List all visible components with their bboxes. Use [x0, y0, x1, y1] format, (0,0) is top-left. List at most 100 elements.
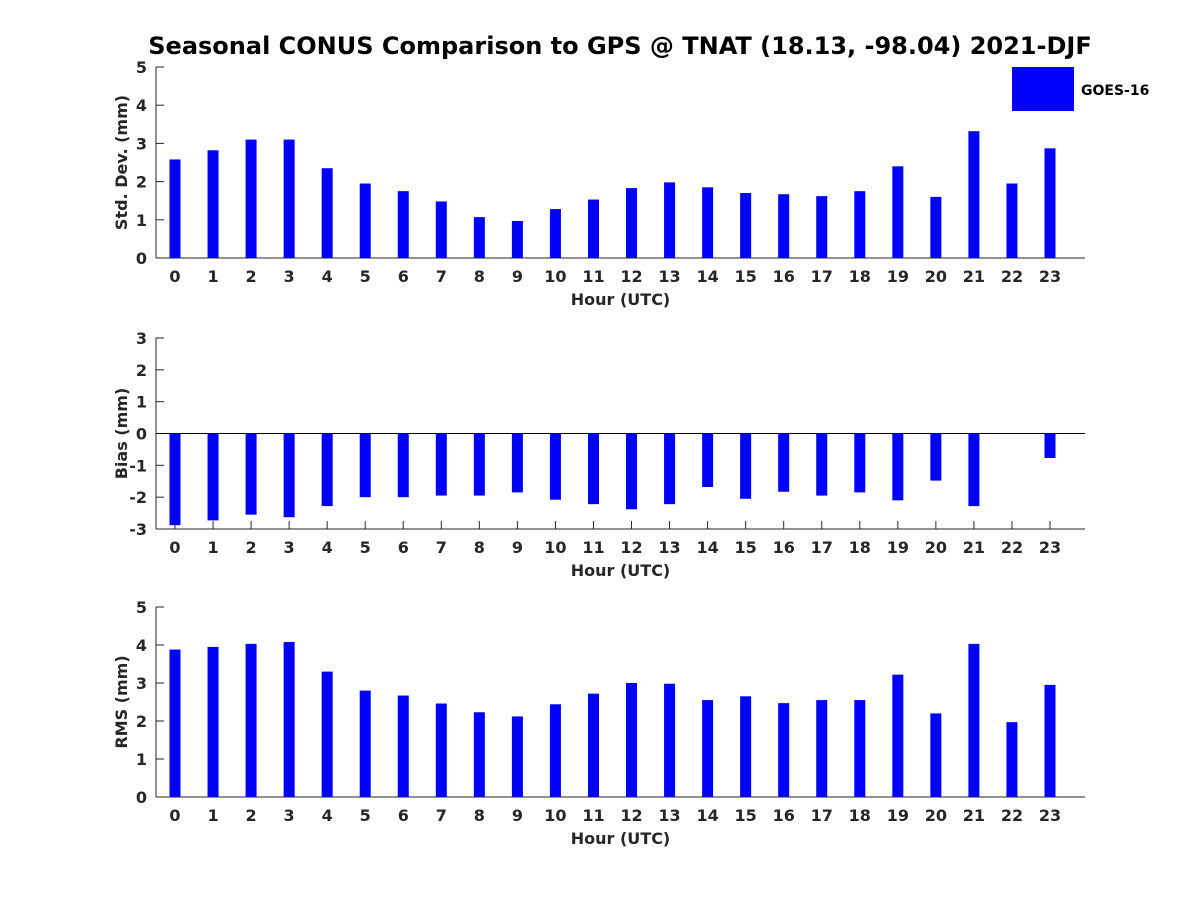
y-tick-label: 5: [136, 598, 147, 617]
x-tick-label: 14: [696, 538, 718, 557]
y-tick-label: 5: [136, 58, 147, 77]
x-axis-label: Hour (UTC): [571, 829, 671, 848]
bar-std-dev-hour-19: [892, 166, 904, 258]
y-tick-label: 4: [136, 96, 147, 115]
x-axis-label: Hour (UTC): [571, 561, 671, 580]
y-tick-label: 2: [136, 173, 147, 192]
bar-bias-hour-3: [283, 433, 295, 518]
bar-std-dev-hour-3: [283, 139, 295, 258]
x-tick-label: 12: [620, 538, 642, 557]
bar-bias-hour-4: [321, 433, 333, 507]
bar-rms-hour-0: [169, 649, 181, 797]
bar-rms-hour-12: [626, 683, 638, 797]
bar-std-dev-hour-14: [702, 187, 714, 258]
bar-bias-hour-7: [435, 433, 447, 496]
x-tick-label: 18: [849, 267, 871, 286]
x-tick-label: 4: [322, 806, 333, 825]
x-tick-label: 17: [811, 267, 833, 286]
bar-rms-hour-22: [1006, 722, 1018, 797]
x-tick-label: 8: [474, 538, 485, 557]
bar-rms-hour-2: [245, 643, 257, 797]
bar-rms-hour-17: [816, 700, 828, 797]
y-axis-label: Bias (mm): [112, 388, 131, 480]
bar-bias-hour-8: [473, 433, 485, 496]
y-tick-label: 4: [136, 636, 147, 655]
bar-bias-hour-6: [397, 433, 409, 498]
x-tick-label: 16: [773, 538, 795, 557]
bar-rms-hour-4: [321, 671, 333, 797]
bar-bias-hour-10: [549, 433, 561, 500]
x-tick-label: 9: [512, 267, 523, 286]
bar-std-dev-hour-13: [664, 182, 676, 258]
y-tick-label: 1: [136, 393, 147, 412]
x-tick-label: 3: [284, 267, 295, 286]
bar-rms-hour-5: [359, 690, 371, 797]
bar-rms-hour-14: [702, 700, 714, 797]
y-tick-label: 0: [136, 249, 147, 268]
x-tick-label: 19: [887, 538, 909, 557]
x-tick-label: 13: [658, 538, 680, 557]
bar-std-dev-hour-18: [854, 191, 866, 258]
bar-std-dev-hour-22: [1006, 183, 1018, 258]
x-tick-label: 20: [925, 806, 947, 825]
x-tick-label: 23: [1039, 538, 1061, 557]
x-tick-label: 14: [696, 267, 718, 286]
bar-std-dev-hour-6: [397, 191, 409, 258]
bar-std-dev-hour-12: [626, 188, 638, 258]
x-tick-label: 6: [398, 267, 409, 286]
legend: GOES-16: [1012, 67, 1149, 111]
y-tick-label: 1: [136, 211, 147, 230]
x-tick-label: 15: [735, 267, 757, 286]
bar-bias-hour-13: [664, 433, 676, 505]
bar-std-dev-hour-17: [816, 196, 828, 258]
bar-rms-hour-10: [549, 704, 561, 797]
bar-std-dev-hour-9: [511, 220, 523, 258]
bar-rms-hour-7: [435, 703, 447, 797]
bar-std-dev-hour-5: [359, 183, 371, 258]
bar-std-dev-hour-20: [930, 196, 942, 258]
x-tick-label: 14: [696, 806, 718, 825]
x-tick-label: 22: [1001, 806, 1023, 825]
bar-std-dev-hour-10: [549, 209, 561, 258]
bar-std-dev-hour-2: [245, 139, 257, 258]
x-tick-label: 20: [925, 267, 947, 286]
bar-std-dev-hour-23: [1044, 148, 1056, 258]
x-tick-label: 7: [436, 806, 447, 825]
bar-rms-hour-18: [854, 700, 866, 797]
y-tick-label: 3: [136, 329, 147, 348]
bar-std-dev-hour-1: [207, 150, 219, 258]
x-tick-label: 13: [658, 806, 680, 825]
x-tick-label: 8: [474, 806, 485, 825]
x-tick-label: 10: [544, 267, 566, 286]
x-tick-label: 1: [207, 267, 218, 286]
x-tick-label: 11: [582, 538, 604, 557]
y-axis-label: Std. Dev. (mm): [112, 95, 131, 230]
x-tick-label: 17: [811, 806, 833, 825]
x-tick-label: 21: [963, 806, 985, 825]
x-tick-label: 5: [360, 806, 371, 825]
x-tick-label: 7: [436, 267, 447, 286]
chart-title: Seasonal CONUS Comparison to GPS @ TNAT …: [148, 32, 1091, 60]
bar-bias-hour-9: [511, 433, 523, 493]
y-tick-label: -1: [129, 456, 147, 475]
bar-rms-hour-23: [1044, 684, 1056, 797]
x-tick-label: 4: [322, 267, 333, 286]
bar-rms-hour-15: [740, 696, 752, 797]
x-tick-label: 22: [1001, 538, 1023, 557]
bar-rms-hour-3: [283, 641, 295, 797]
bar-std-dev-hour-7: [435, 201, 447, 258]
y-axis-label: RMS (mm): [112, 655, 131, 748]
x-tick-label: 10: [544, 806, 566, 825]
bar-bias-hour-11: [587, 433, 599, 505]
x-tick-label: 5: [360, 267, 371, 286]
x-tick-label: 1: [207, 806, 218, 825]
x-tick-label: 15: [735, 538, 757, 557]
x-tick-label: 8: [474, 267, 485, 286]
bar-std-dev-hour-8: [473, 217, 485, 258]
x-tick-label: 12: [620, 267, 642, 286]
bar-bias-hour-14: [702, 433, 714, 487]
bar-rms-hour-13: [664, 683, 676, 797]
x-tick-label: 6: [398, 806, 409, 825]
